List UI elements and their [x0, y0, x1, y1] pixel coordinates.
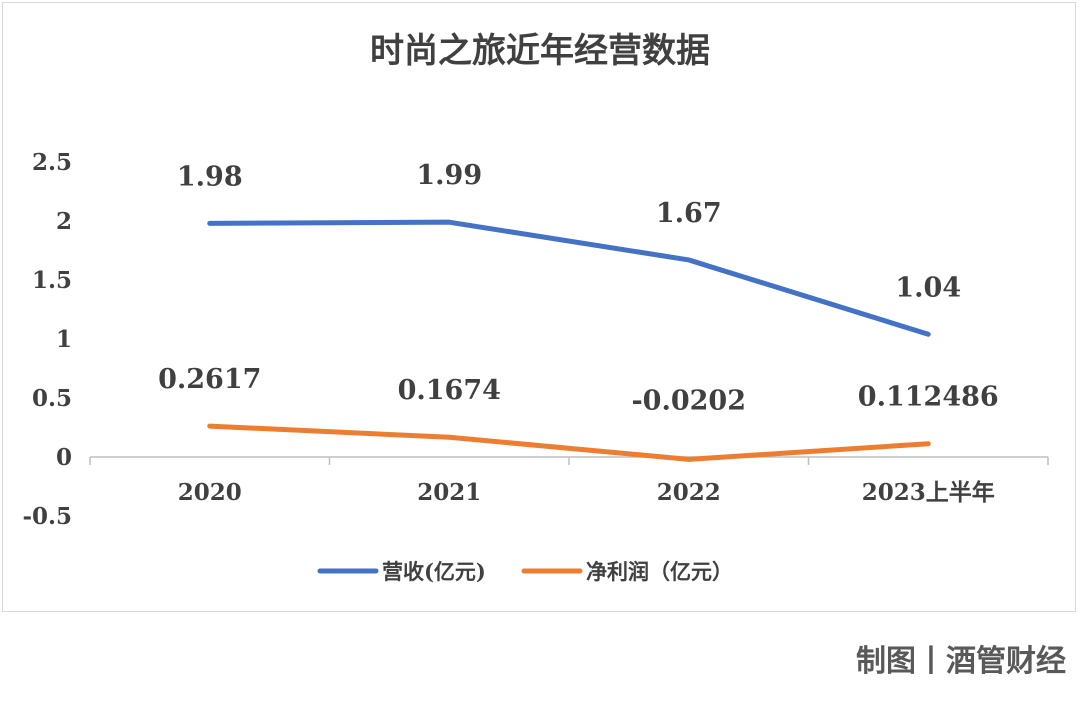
y-tick-label: 0 [56, 444, 72, 471]
y-axis-ticks: 2.5 2 1.5 1 0.5 0 -0.5 [22, 149, 72, 530]
y-tick-label: 2 [56, 208, 72, 235]
y-tick-label: 0.5 [32, 385, 72, 412]
data-label: 0.1674 [398, 375, 501, 406]
data-label: 1.98 [177, 161, 243, 192]
data-label: 1.04 [895, 272, 961, 303]
data-label: 1.99 [416, 160, 482, 191]
series-lines [207, 219, 931, 462]
data-label: 0.112486 [858, 382, 999, 413]
legend: 营收(亿元) 净利润（亿元） [317, 559, 733, 584]
x-tick-label: 2022 [657, 479, 721, 506]
x-tick-label: 2020 [178, 479, 242, 506]
data-labels: 1.98 1.99 1.67 1.04 0.2617 0.1674 -0.0202 0.112… [158, 160, 999, 416]
chart-credit: 制图丨酒管财经 [856, 644, 1066, 679]
x-tick-label: 2023上半年 [862, 479, 995, 506]
series-line-net-profit [207, 423, 931, 462]
y-tick-label: 1 [56, 326, 72, 353]
y-tick-label: -0.5 [22, 503, 72, 530]
data-label: -0.0202 [631, 385, 746, 416]
legend-label: 营收(亿元) [382, 559, 486, 584]
chart-frame [2, 2, 1076, 612]
chart-title: 时尚之旅近年经营数据 [370, 31, 710, 71]
x-axis: 2020 2021 2022 2023上半年 [89, 456, 1049, 506]
legend-label: 净利润（亿元） [586, 559, 733, 584]
data-label: 1.67 [656, 198, 722, 229]
x-tick-label: 2021 [417, 479, 481, 506]
y-tick-label: 2.5 [32, 149, 72, 176]
data-label: 0.2617 [158, 364, 261, 395]
series-line-revenue [207, 219, 931, 337]
y-tick-label: 1.5 [32, 267, 72, 294]
